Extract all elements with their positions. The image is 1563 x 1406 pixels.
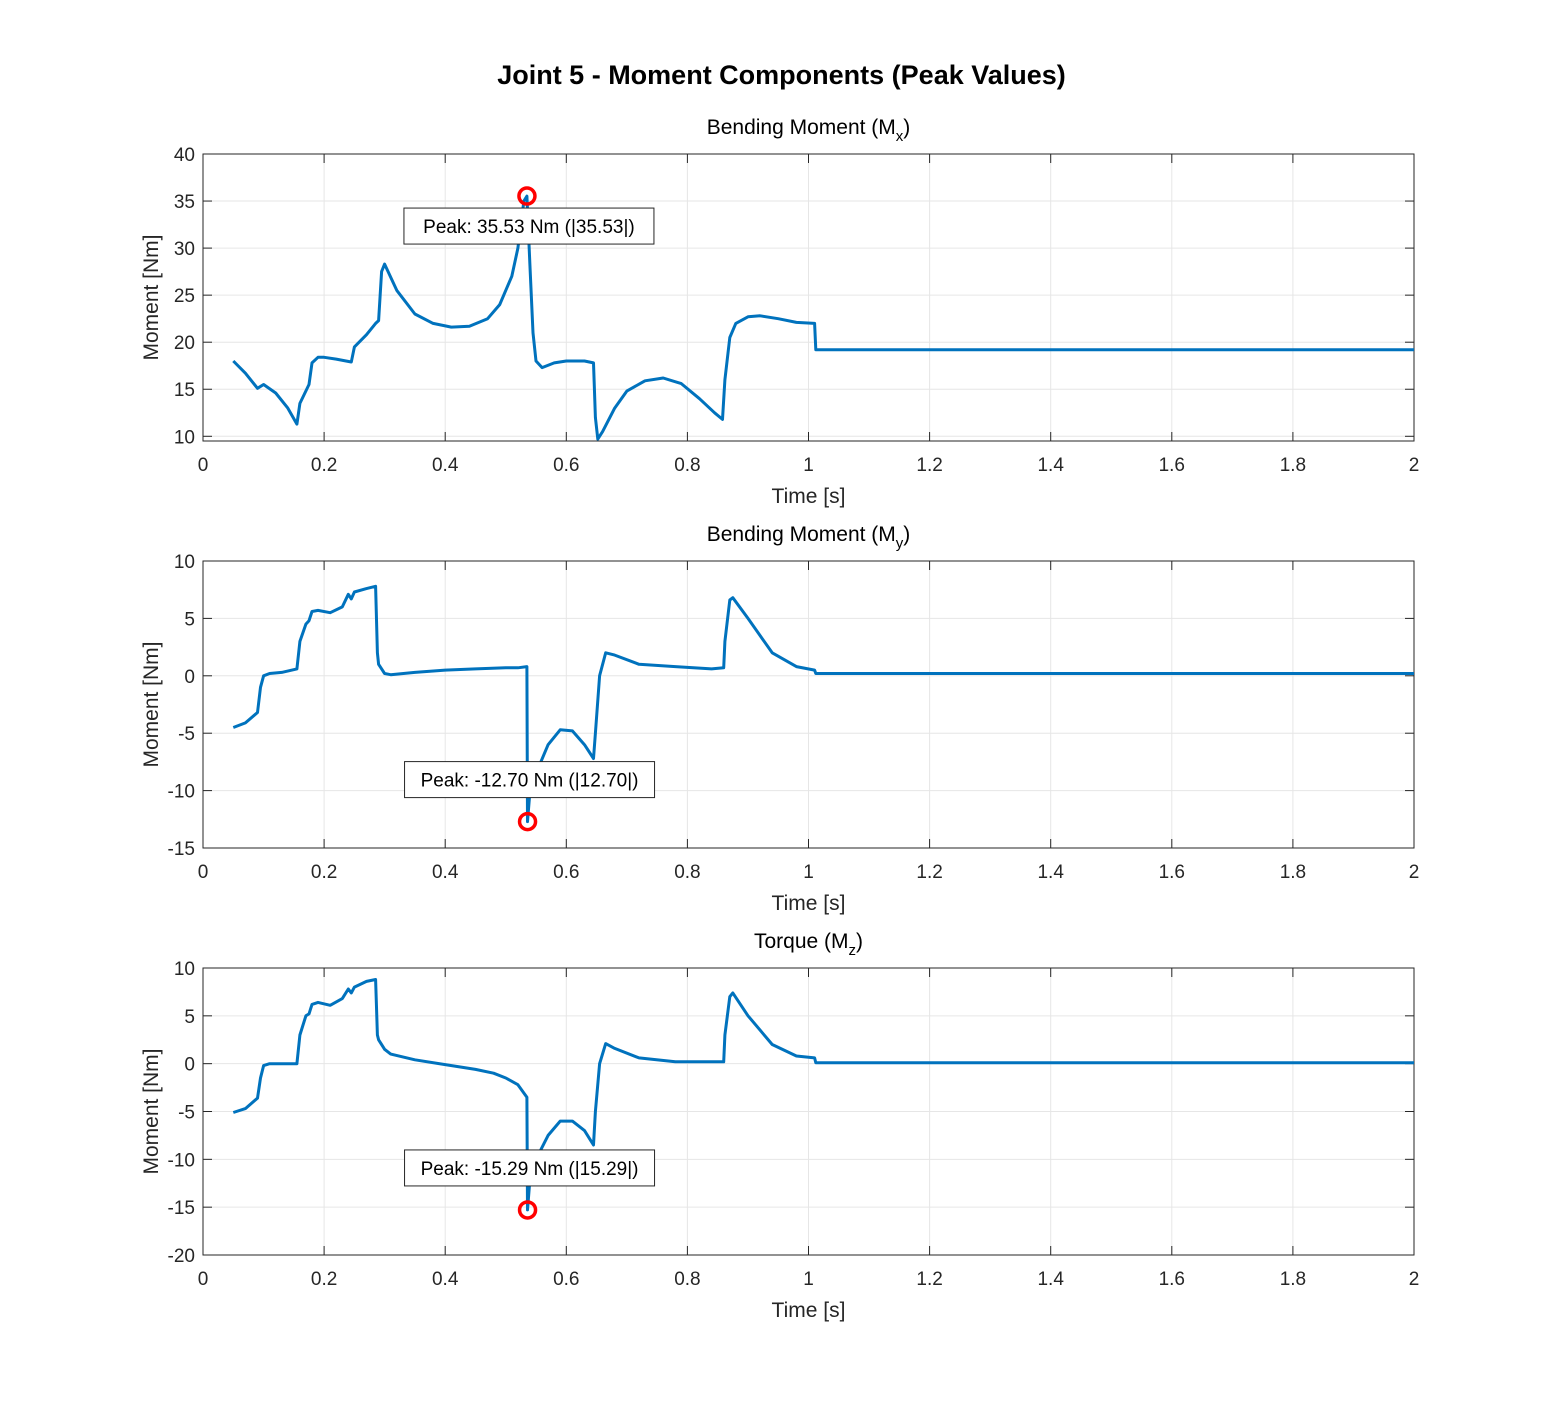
subplot-title: Bending Moment (Mx)	[707, 116, 911, 145]
x-axis-label: Time [s]	[772, 485, 846, 508]
x-tick-label: 1.8	[1280, 455, 1306, 476]
y-tick-label: 35	[174, 192, 195, 213]
x-tick-label: 1.8	[1280, 1269, 1306, 1290]
x-tick-label: 1.4	[1037, 1269, 1064, 1290]
y-axis-label: Moment [Nm]	[140, 641, 163, 767]
subplot-title-subscript: x	[896, 128, 904, 145]
subplot-title-main: Torque (M	[754, 930, 849, 953]
y-axis-label: Moment [Nm]	[140, 234, 163, 360]
subplot-title-main: Bending Moment (M	[707, 523, 896, 546]
subplot-title-main: Bending Moment (M	[707, 116, 896, 139]
x-tick-label: 1.2	[916, 455, 942, 476]
y-tick-label: 10	[174, 552, 195, 573]
y-tick-label: 0	[184, 667, 195, 688]
series-line-my	[232, 584, 1414, 824]
subplot-title: Bending Moment (My)	[707, 523, 911, 552]
peak-label-box	[403, 207, 655, 245]
y-tick-label: 10	[174, 427, 195, 448]
figure-title: Joint 5 - Moment Components (Peak Values…	[497, 60, 1066, 90]
x-tick-label: 1.6	[1159, 862, 1185, 883]
x-tick-label: 1.6	[1159, 455, 1185, 476]
x-tick-label: 0.4	[432, 862, 459, 883]
subplot-title-end: )	[903, 523, 910, 546]
y-tick-label: -5	[178, 724, 195, 745]
y-tick-label: 0	[184, 1055, 195, 1076]
x-tick-label: 1	[803, 455, 814, 476]
peak-label: Peak: -12.70 Nm (|12.70|)	[421, 771, 639, 792]
series-line-mx	[232, 194, 1414, 441]
y-tick-label: 5	[184, 609, 195, 630]
peak-label-box	[404, 1149, 656, 1187]
peak-marker	[517, 811, 538, 832]
x-tick-label: 0.4	[432, 455, 459, 476]
x-tick-label: 1.4	[1037, 862, 1064, 883]
x-tick-label: 2	[1409, 455, 1420, 476]
y-tick-label: 40	[174, 145, 195, 166]
x-tick-label: 0.8	[674, 455, 700, 476]
y-tick-label: -15	[168, 1198, 195, 1219]
y-tick-label: -20	[168, 1246, 195, 1267]
y-axis-label: Moment [Nm]	[140, 1048, 163, 1174]
peak-label: Peak: 35.53 Nm (|35.53|)	[423, 217, 635, 238]
y-tick-label: 10	[174, 959, 195, 980]
x-tick-label: 0.2	[311, 862, 337, 883]
x-tick-label: 1.8	[1280, 862, 1306, 883]
subplot-title-subscript: z	[849, 942, 857, 959]
x-tick-label: 1.2	[916, 862, 942, 883]
x-tick-label: 0.8	[674, 862, 700, 883]
x-tick-label: 2	[1409, 1269, 1420, 1290]
y-tick-label: 20	[174, 333, 195, 354]
peak-label: Peak: -15.29 Nm (|15.29|)	[421, 1159, 639, 1180]
x-tick-label: 1.4	[1037, 455, 1064, 476]
x-axis-label: Time [s]	[772, 1299, 846, 1322]
x-tick-label: 1.2	[916, 1269, 942, 1290]
x-tick-label: 1.6	[1159, 1269, 1185, 1290]
x-axis-label: Time [s]	[772, 892, 846, 915]
x-tick-label: 1	[803, 1269, 814, 1290]
x-tick-label: 0.6	[553, 862, 579, 883]
y-tick-label: -15	[168, 839, 195, 860]
x-tick-label: 0.6	[553, 455, 579, 476]
subplot-title-end: )	[903, 116, 910, 139]
peak-label-box	[404, 761, 656, 799]
x-tick-label: 0.4	[432, 1269, 459, 1290]
y-tick-label: 30	[174, 239, 195, 260]
x-tick-label: 1	[803, 862, 814, 883]
y-tick-label: 25	[174, 286, 195, 307]
subplot-1: 0 0.2 0.4 0.6 0.8 1 1.2 1.4 1.6 1.8 2 10 15 20 25 30 35 4…	[140, 116, 1419, 508]
x-tick-label: 0.2	[311, 1269, 337, 1290]
y-tick-label: -5	[178, 1103, 195, 1124]
y-tick-label: 5	[184, 1007, 195, 1028]
x-tick-label: 0	[198, 1269, 209, 1290]
x-tick-label: 0.2	[311, 455, 337, 476]
series-line-mz	[232, 978, 1414, 1212]
y-tick-label: -10	[168, 782, 195, 803]
subplot-2: 0 0.2 0.4 0.6 0.8 1 1.2 1.4 1.6 1.8 2 -15 -10 -5 0 5 10 T…	[140, 523, 1419, 915]
y-tick-label: 15	[174, 380, 195, 401]
x-tick-label: 0	[198, 455, 209, 476]
subplot-title-subscript: y	[896, 535, 904, 552]
peak-marker	[517, 1200, 538, 1220]
subplot-3: 0 0.2 0.4 0.6 0.8 1 1.2 1.4 1.6 1.8 2 -20 -15 -10 -5 0 5…	[140, 930, 1419, 1322]
subplot-title: Torque (Mz)	[754, 930, 863, 959]
x-tick-label: 0	[198, 862, 209, 883]
x-tick-label: 2	[1409, 862, 1420, 883]
subplot-title-end: )	[856, 930, 863, 953]
x-tick-label: 0.8	[674, 1269, 700, 1290]
y-tick-label: -10	[168, 1150, 195, 1171]
x-tick-label: 0.6	[553, 1269, 579, 1290]
peak-marker	[517, 186, 537, 206]
